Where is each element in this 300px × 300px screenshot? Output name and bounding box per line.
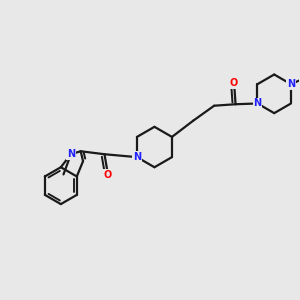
Text: O: O	[230, 78, 238, 88]
Text: N: N	[254, 98, 262, 109]
Text: O: O	[104, 170, 112, 180]
Text: N: N	[287, 79, 295, 89]
Text: N: N	[133, 152, 141, 162]
Text: N: N	[67, 149, 75, 159]
